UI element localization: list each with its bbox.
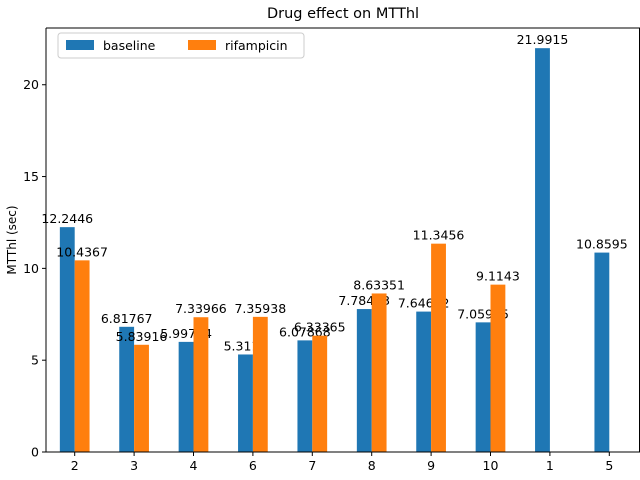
bar-baseline-10 <box>475 322 491 452</box>
data-label-baseline-5: 10.8595 <box>576 237 628 252</box>
x-tick-label: 5 <box>605 458 613 473</box>
bar-rifampicin-9 <box>431 243 446 452</box>
x-tick-label: 8 <box>368 458 376 473</box>
x-tick-label: 3 <box>130 458 138 473</box>
bar-baseline-4 <box>178 341 194 452</box>
data-label-rifampicin-3: 5.83916 <box>116 329 168 344</box>
bar-baseline-9 <box>416 311 432 452</box>
data-label-rifampicin-8: 8.63351 <box>353 277 405 292</box>
data-label-baseline-3: 6.81767 <box>101 311 153 326</box>
x-tick-label: 4 <box>190 458 198 473</box>
legend-label-baseline: baseline <box>103 38 156 53</box>
x-tick-label: 7 <box>308 458 316 473</box>
x-tick-label: 6 <box>249 458 257 473</box>
chart-title: Drug effect on MTThl <box>267 6 419 22</box>
bar-baseline-5 <box>594 252 610 452</box>
legend: baseline rifampicin <box>57 32 305 59</box>
bar-baseline-6 <box>238 354 253 452</box>
data-label-rifampicin-2: 10.4367 <box>56 244 108 259</box>
bar-rifampicin-10 <box>490 284 506 452</box>
y-tick-label: 10 <box>23 261 39 276</box>
data-label-baseline-1: 21.9915 <box>517 32 569 47</box>
data-label-rifampicin-7: 6.33365 <box>294 320 346 335</box>
y-tick-label: 15 <box>23 169 39 184</box>
bar-baseline-7 <box>297 340 313 452</box>
data-label-rifampicin-4: 7.33966 <box>175 301 227 316</box>
bar-baseline-2 <box>59 227 75 452</box>
y-tick-label: 5 <box>31 353 39 368</box>
legend-swatch-rifampicin <box>188 40 216 50</box>
bar-baseline-8 <box>356 309 372 452</box>
bar-rifampicin-6 <box>252 316 268 452</box>
bar-baseline-3 <box>119 326 135 452</box>
data-label-rifampicin-6: 7.35938 <box>234 301 286 316</box>
legend-swatch-baseline <box>66 40 94 50</box>
bar-rifampicin-2 <box>74 260 90 452</box>
x-tick-label: 1 <box>546 458 554 473</box>
bar-baseline-1 <box>535 48 550 452</box>
data-label-baseline-7: 6.07868 <box>279 324 331 339</box>
data-label-rifampicin-10: 9.1143 <box>476 269 520 284</box>
y-axis-label: MTThl (sec) <box>5 205 19 274</box>
bar-rifampicin-8 <box>371 293 387 452</box>
x-tick-label: 2 <box>71 458 79 473</box>
y-tick-label: 20 <box>23 77 39 92</box>
y-tick-label: 0 <box>31 445 39 460</box>
x-tick-label: 9 <box>427 458 435 473</box>
data-label-baseline-2: 12.2446 <box>41 211 93 226</box>
legend-label-rifampicin: rifampicin <box>225 38 288 53</box>
data-label-rifampicin-9: 11.3456 <box>413 228 465 243</box>
legend-frame <box>57 32 305 59</box>
x-tick-label: 10 <box>483 458 499 473</box>
plot-area: 12.24466.817675.997045.31146.078687.7846… <box>23 27 640 473</box>
bar-rifampicin-4 <box>193 317 209 452</box>
bar-rifampicin-3 <box>134 344 149 452</box>
bar-rifampicin-7 <box>312 335 328 452</box>
